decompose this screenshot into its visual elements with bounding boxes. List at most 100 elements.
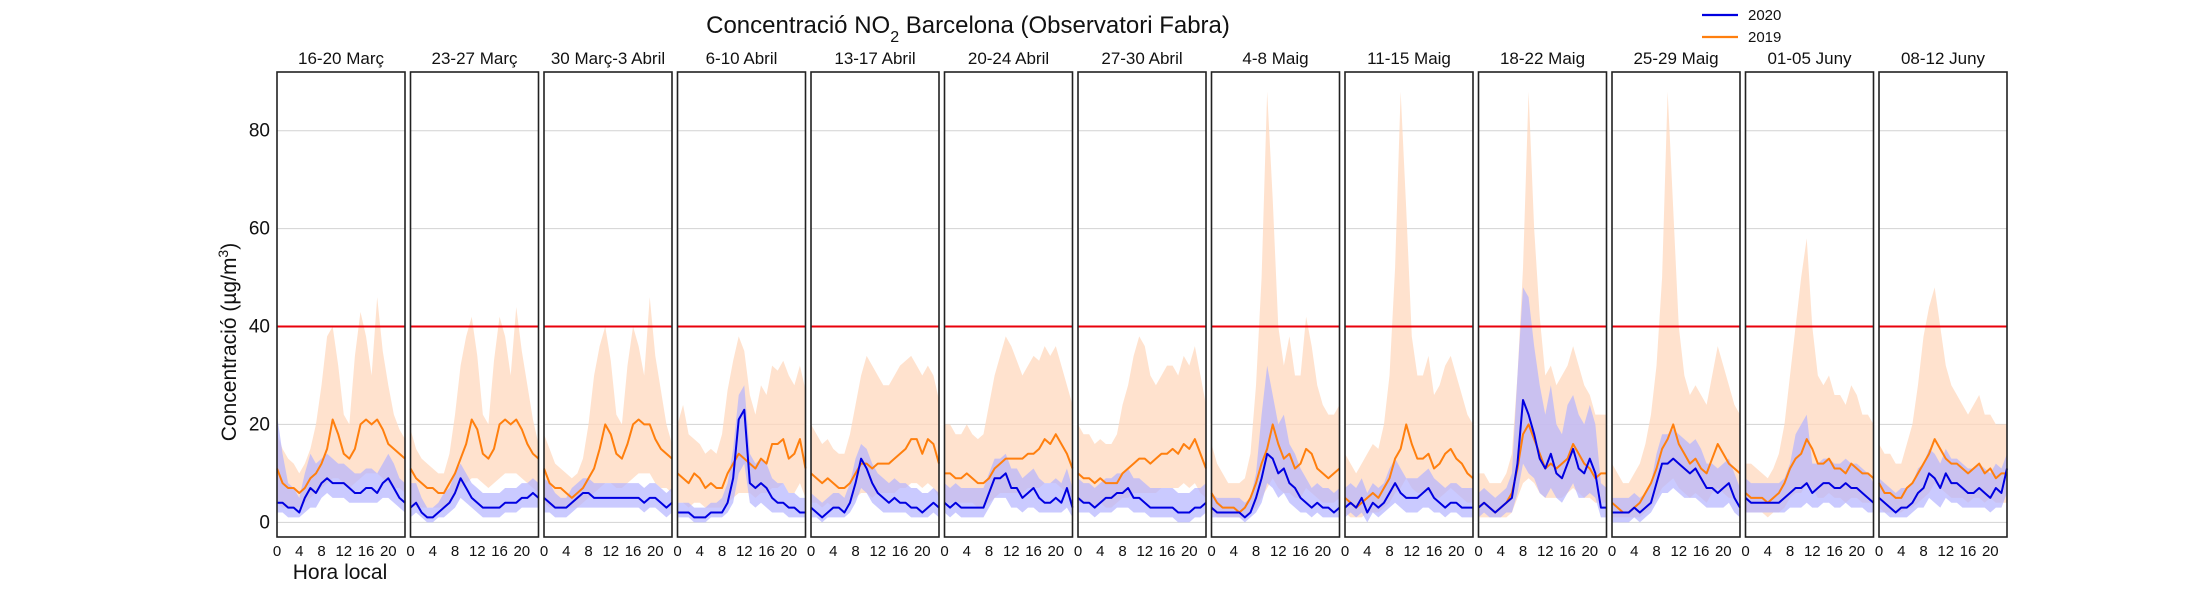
panel-frame (276, 71, 406, 538)
series-line-2020 (1210, 452, 1341, 519)
x-tick-label: 4 (1096, 543, 1104, 560)
x-tick-label: 0 (273, 543, 281, 560)
x-tick-label: 8 (718, 543, 726, 560)
series-line-2019 (676, 438, 807, 490)
x-tick-label: 20 (1181, 543, 1198, 560)
panel-frame (943, 71, 1074, 538)
y-tick-label: 40 (249, 317, 270, 338)
x-tick-label: 8 (1385, 543, 1393, 560)
x-axis-label: Hora local (293, 561, 388, 584)
band-2019 (1078, 336, 1206, 508)
band-2019 (1745, 238, 1874, 518)
x-tick-label: 16 (1559, 543, 1576, 560)
panel-frame (543, 71, 673, 538)
series-line-2019 (543, 418, 673, 499)
x-tick-label: 8 (985, 543, 993, 560)
band-2019 (1345, 91, 1473, 518)
y-tick-label: 60 (249, 219, 270, 240)
panel-frame (1344, 71, 1474, 538)
legend-label-2020: 2020 (1748, 7, 1781, 24)
band-2020 (677, 385, 806, 523)
x-tick-label: 20 (647, 543, 664, 560)
panel-frame (1210, 71, 1341, 538)
x-tick-label: 8 (1519, 543, 1527, 560)
panel: 11-15 Maig 0 4 8 12 16 20 (1341, 49, 1474, 560)
panel-frame (1744, 71, 1875, 538)
x-tick-label: 12 (1537, 543, 1554, 560)
panel-title: 27-30 Abril (1101, 49, 1182, 68)
x-tick-label: 0 (673, 543, 681, 560)
series-line-2019 (276, 418, 406, 494)
series-line-2020 (277, 477, 406, 514)
y-axis-label: Concentració (µg/m3) (215, 243, 241, 441)
x-tick-label: 12 (1804, 543, 1821, 560)
panel: 20-24 Abril 0 4 8 12 16 20 (940, 49, 1074, 560)
x-tick-label: 12 (869, 543, 886, 560)
panel-title: 13-17 Abril (834, 49, 915, 68)
band-2020 (1478, 287, 1607, 518)
x-tick-label: 12 (602, 543, 619, 560)
chart-title: Concentració NO2 Barcelona (Observatori … (706, 12, 1230, 46)
series-line-2019 (1344, 423, 1474, 509)
x-tick-label: 0 (1741, 543, 1749, 560)
x-tick-label: 4 (963, 543, 971, 560)
series-line-2020 (677, 408, 806, 519)
panel: 01-05 Juny 0 4 8 12 16 20 (1741, 49, 1875, 560)
panel-title: 4-8 Maig (1242, 49, 1308, 68)
x-tick-label: 16 (892, 543, 909, 560)
panel-frame (1611, 71, 1741, 538)
series-line-2020 (1744, 482, 1875, 504)
series-line-2020 (810, 457, 940, 519)
x-tick-label: 12 (736, 543, 753, 560)
x-tick-label: 12 (1003, 543, 1020, 560)
x-tick-label: 20 (1314, 543, 1331, 560)
panel-title: 30 Març-3 Abril (551, 49, 665, 68)
panel-title: 6-10 Abril (706, 49, 778, 68)
x-tick-label: 16 (358, 543, 375, 560)
x-tick-label: 12 (335, 543, 352, 560)
y-tick-label: 0 (259, 512, 270, 533)
band-2019 (544, 297, 672, 508)
band-2019 (1211, 91, 1340, 518)
x-tick-label: 20 (914, 543, 931, 560)
panel: 6-10 Abril 0 4 8 12 16 20 (673, 49, 807, 560)
x-tick-label: 20 (780, 543, 797, 560)
panel: 25-29 Maig 0 4 8 12 16 20 (1608, 49, 1741, 560)
panel: 30 Març-3 Abril 0 4 8 12 16 20 (540, 49, 673, 560)
series-line-2019 (1210, 423, 1341, 514)
x-tick-label: 8 (451, 543, 459, 560)
band-2019 (1612, 91, 1740, 518)
band-2019 (277, 297, 405, 508)
x-tick-label: 4 (429, 543, 437, 560)
series-line-2019 (810, 438, 940, 490)
y-tick-label: 80 (249, 121, 270, 142)
series-line-2019 (1077, 438, 1207, 485)
series-line-2020 (943, 472, 1074, 509)
x-tick-label: 16 (1025, 543, 1042, 560)
x-tick-label: 8 (1252, 543, 1260, 560)
panel-title: 01-05 Juny (1767, 49, 1852, 68)
x-tick-label: 4 (295, 543, 303, 560)
x-tick-label: 0 (1341, 543, 1349, 560)
panel-frame (1878, 71, 2008, 538)
panel: 4-8 Maig 0 4 8 12 16 20 (1207, 49, 1341, 560)
x-tick-label: 4 (1230, 543, 1238, 560)
x-tick-label: 0 (540, 543, 548, 560)
series-line-2020 (1612, 457, 1741, 514)
series-line-2020 (1344, 482, 1473, 514)
panel: 18-22 Maig 0 4 8 12 16 20 (1474, 49, 1608, 560)
panel: 27-30 Abril 0 4 8 12 16 20 (1074, 49, 1207, 560)
x-tick-label: 4 (1363, 543, 1371, 560)
x-tick-label: 8 (1786, 543, 1794, 560)
x-tick-label: 4 (1497, 543, 1505, 560)
x-tick-label: 4 (1897, 543, 1905, 560)
series-line-2019 (944, 433, 1074, 485)
x-tick-label: 12 (1937, 543, 1954, 560)
x-tick-label: 20 (1448, 543, 1465, 560)
band-2020 (944, 453, 1073, 518)
band-2020 (1211, 365, 1340, 523)
x-tick-label: 12 (1270, 543, 1287, 560)
